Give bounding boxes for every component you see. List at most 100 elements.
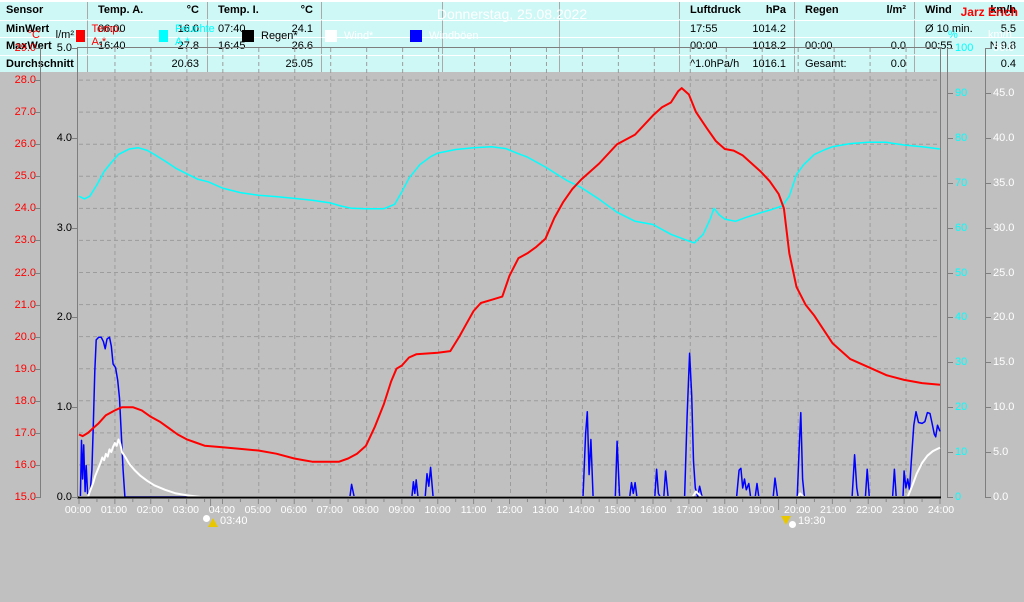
cell-left-text: 00:00 — [805, 40, 833, 52]
humidity-axis-label-tick — [947, 272, 953, 274]
table-cell: Gesamt: 0.0 — [795, 54, 915, 72]
humidity-axis-label-tick — [947, 182, 953, 184]
cell-right-text: 24.1 — [291, 22, 313, 35]
x-axis-label: 22:00 — [855, 504, 883, 516]
wind-axis-label-tick — [985, 362, 991, 364]
rain-axis-label-tick — [72, 407, 78, 409]
wind-axis-label: 25.0 — [993, 266, 1015, 279]
temp-axis-label-tick — [34, 112, 40, 114]
temp-axis-label: 26.0 — [14, 138, 36, 151]
legend-label: Temp. A.* — [91, 23, 122, 48]
table-cell: 25.05 — [208, 54, 322, 72]
rain-axis-label: 2.0 — [56, 311, 72, 324]
table-column-header: Wind km/h — [915, 2, 1024, 19]
legend-item-3: Regen* — [242, 29, 298, 43]
legend-label: Feuchte A.* — [175, 23, 215, 48]
cell-left-text: ^1.0hPa/h — [690, 57, 740, 70]
series-temp-a- — [78, 87, 941, 463]
table-column-header: Luftdruck hPa — [680, 2, 795, 19]
cell-left-text: 06:00 — [98, 22, 126, 35]
cell-left-text: 00:55 — [925, 40, 953, 52]
x-axis-label: 01:00 — [100, 504, 128, 516]
cell-right-text: hPa — [765, 4, 786, 16]
wind-axis-label: 30.0 — [993, 221, 1015, 234]
table-cell — [322, 54, 443, 72]
temp-axis-label-tick — [34, 48, 40, 49]
humidity-axis-label-tick — [947, 452, 953, 454]
cell-right-text: 27.8 — [177, 40, 199, 52]
cell-right-text: N 9.8 — [989, 40, 1016, 52]
rain-axis-label-tick — [72, 227, 78, 229]
cell-left-text: 07:40 — [218, 22, 246, 35]
sunrise-marker: 03:40 — [203, 514, 248, 528]
x-axis-label: 18:00 — [712, 504, 739, 516]
humidity-axis-label: 80 — [955, 131, 968, 144]
temp-axis-label-tick — [34, 272, 40, 274]
table-cell — [560, 54, 680, 72]
wind-axis-label-tick — [985, 452, 991, 454]
cell-left-text: 16:45 — [218, 40, 246, 52]
sunrise-time: 03:40 — [220, 515, 248, 527]
legend-swatch — [242, 30, 254, 42]
x-axis-label: 06:00 — [280, 504, 307, 516]
legend-label: Wind* — [344, 29, 374, 42]
sunset-icon — [781, 515, 798, 528]
x-axis-label: 21:00 — [819, 504, 847, 516]
cell-right-text: 1016.1 — [752, 57, 786, 70]
series-windb-en — [79, 336, 941, 498]
humidity-axis-label: 0 — [955, 491, 962, 503]
x-axis-label: 20:00 — [784, 504, 811, 516]
page-title: Donnerstag, 25.08.2022 — [436, 6, 588, 22]
cell-right-text: km/h — [990, 4, 1016, 16]
x-axis-label: 04:00 — [208, 504, 235, 516]
legend-item-2: Feuchte A.* — [159, 23, 218, 48]
summary-table: Sensor Temp. A. °C Temp. I. °C Luftdruck hPa Re… — [0, 0, 1024, 72]
table-row-label: Sensor — [0, 2, 88, 19]
sunset-time: 19:30 — [798, 515, 826, 527]
temp-axis-label: 19.0 — [14, 362, 36, 375]
station-name: Jarz Erich — [960, 5, 1018, 19]
x-axis-label: 17:00 — [676, 504, 703, 516]
humidity-axis-label: 50 — [955, 266, 968, 279]
temp-axis-label-tick — [34, 368, 40, 370]
humidity-axis-label-tick — [947, 137, 953, 139]
temp-axis-label: 23.0 — [14, 234, 36, 247]
legend-label: Regen* — [261, 29, 298, 42]
cell-left-text: Gesamt: — [805, 57, 847, 70]
temp-axis-label: 15.0 — [14, 491, 36, 503]
humidity-axis-label-tick — [947, 317, 953, 319]
cell-left-text: 00:00 — [690, 40, 718, 52]
cell-left-text: Wind — [925, 4, 952, 16]
table-cell: 20.63 — [88, 54, 208, 72]
x-axis-label: 15:00 — [604, 504, 631, 516]
wind-axis-label: 40.0 — [993, 131, 1015, 144]
rain-axis-unit: l/m² — [55, 29, 74, 41]
legend-item-1: Temp. A.* — [76, 23, 125, 48]
legend-label: Windböen — [429, 29, 479, 42]
sunset-marker: 19:30 — [781, 514, 826, 528]
table-cell — [443, 37, 560, 54]
series-wind — [79, 438, 941, 498]
cell-right-text: °C — [300, 4, 313, 16]
x-axis-label: 00:00 — [64, 504, 92, 516]
x-axis-label: 12:00 — [496, 504, 523, 516]
humidity-axis-label: 10 — [955, 446, 968, 459]
temp-axis-label-tick — [34, 400, 40, 402]
table-cell: 07:40 24.1 — [208, 19, 322, 37]
temp-axis-label-tick — [34, 176, 40, 178]
table-cell — [322, 37, 443, 54]
temp-axis-label-tick — [34, 304, 40, 306]
temp-axis-label: 24.0 — [14, 202, 36, 215]
table-cell — [443, 19, 560, 37]
rain-axis-label: 5.0 — [56, 42, 72, 54]
wind-axis-label: 50.0 — [993, 42, 1015, 54]
wind-axis-label: 5.0 — [993, 446, 1009, 459]
wind-axis-label: 0.0 — [993, 491, 1009, 503]
humidity-axis-label: 60 — [955, 221, 968, 234]
temp-axis-label-tick — [34, 464, 40, 466]
legend-item-5: Windböen — [410, 29, 479, 43]
rain-axis-label-tick — [72, 317, 78, 319]
cell-right-text: 20.63 — [171, 57, 199, 70]
temp-axis-label-tick — [34, 240, 40, 242]
